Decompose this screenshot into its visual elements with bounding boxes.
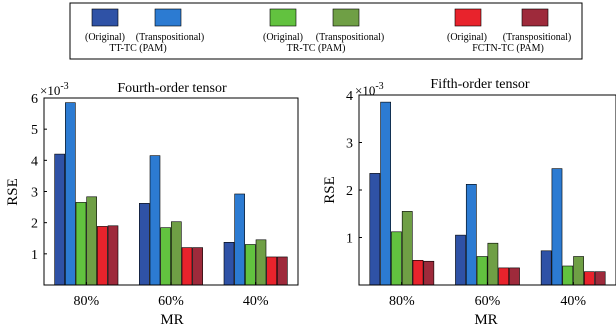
x-tick-label: 80%	[389, 294, 415, 309]
y-multiplier-exponent: -3	[60, 81, 68, 92]
legend-label-tt-tc-transpositional: (Transpositional)	[136, 32, 205, 43]
legend-group-tr-tc: (Original) (Transpositional) TR-TC (PAM)	[263, 8, 385, 54]
bar-60pct-series-3	[487, 242, 499, 286]
x-axis-label: MR	[474, 312, 497, 328]
legend-label-fctn-tc-transpositional: (Transpositional)	[503, 32, 572, 43]
bar-40pct-series-2	[562, 265, 574, 286]
bar-60pct-series-4	[181, 247, 193, 286]
bar-60pct-series-5	[192, 247, 203, 286]
y-tick-label: 3	[346, 137, 353, 152]
chart-fifth-order: Fifth-order tensor ×10-3 RSE MR 80% 60% 40…	[322, 77, 616, 328]
legend-label-fctn-tc-original: (Original)	[447, 32, 487, 43]
bars	[54, 102, 288, 286]
bar-80pct-series-2	[391, 231, 402, 286]
y-multiplier-base: ×10	[355, 83, 375, 98]
x-tick-label: 40%	[243, 294, 269, 309]
legend-group-label-tr-tc: TR-TC (PAM)	[287, 43, 346, 54]
legend-swatch-tr-tc-transpositional	[332, 8, 360, 27]
y-multiplier-base: ×10	[40, 83, 60, 98]
y-tick-label: 3	[31, 186, 38, 201]
bar-80pct-series-1	[380, 101, 391, 286]
chart-fourth-order: Fourth-order tensor ×10-3 RSE MR 80% 60% 4…	[5, 81, 299, 328]
legend-label-tr-tc-transpositional: (Transpositional)	[316, 32, 385, 43]
bars	[369, 101, 606, 286]
bar-40pct-series-2	[245, 244, 256, 286]
bar-60pct-series-3	[171, 221, 182, 286]
bar-40pct-series-1	[551, 168, 563, 286]
y-axis-label: RSE	[5, 178, 21, 206]
y-tick-label: 1	[346, 232, 353, 247]
y-axis-label: RSE	[322, 176, 338, 204]
chart-title: Fourth-order tensor	[117, 81, 227, 96]
legend-group-fctn-tc: (Original) (Transpositional) FCTN-TC (PA…	[447, 8, 572, 54]
bar-40pct-series-0	[223, 242, 235, 286]
bar-60pct-series-0	[139, 203, 150, 286]
bar-80pct-series-5	[107, 225, 119, 286]
legend-group-label-tt-tc: TT-TC (PAM)	[109, 43, 166, 54]
legend-swatch-fctn-tc-transpositional	[521, 8, 549, 27]
bar-80pct-series-1	[65, 102, 76, 286]
bar-60pct-series-5	[509, 267, 520, 286]
x-tick-label: 80%	[73, 294, 99, 309]
x-tick-label: 60%	[475, 294, 501, 309]
bar-40pct-series-5	[594, 271, 606, 286]
bar-80pct-series-3	[86, 196, 97, 286]
y-tick-label: 2	[31, 217, 38, 232]
y-tick-label: 5	[31, 123, 38, 138]
bar-60pct-series-4	[498, 267, 510, 286]
x-tick-label: 60%	[158, 294, 184, 309]
bar-80pct-series-2	[75, 202, 87, 286]
legend: (Original) (Transpositional) TT-TC (PAM)…	[69, 2, 583, 60]
x-axis-label: MR	[160, 312, 183, 328]
legend-swatch-tt-tc-transpositional	[154, 8, 182, 27]
legend-swatch-tt-tc-original	[91, 8, 119, 27]
legend-swatch-fctn-tc-original	[454, 8, 482, 27]
bar-80pct-series-0	[54, 153, 65, 286]
legend-label-tr-tc-original: (Original)	[263, 32, 303, 43]
bar-80pct-series-3	[401, 211, 413, 286]
bar-80pct-series-5	[423, 260, 435, 286]
legend-group-label-fctn-tc: FCTN-TC (PAM)	[472, 43, 544, 54]
plot-frame	[43, 97, 299, 286]
legend-label-tt-tc-original: (Original)	[85, 32, 125, 43]
y-multiplier-exponent: -3	[375, 81, 383, 92]
bar-40pct-series-4	[583, 271, 595, 286]
plot-frame	[358, 94, 616, 286]
bar-60pct-series-2	[160, 227, 171, 286]
bar-60pct-series-0	[455, 234, 466, 286]
y-multiplier: ×10-3	[40, 81, 69, 98]
bar-40pct-series-5	[277, 256, 288, 286]
bar-60pct-series-1	[465, 184, 477, 286]
ticks: 80% 60% 40% 1 2 3 4	[346, 89, 586, 309]
y-tick-label: 6	[31, 92, 38, 107]
legend-group-tt-tc: (Original) (Transpositional) TT-TC (PAM)	[85, 8, 205, 54]
bar-40pct-series-3	[573, 256, 584, 286]
y-tick-label: 2	[346, 184, 353, 199]
bar-60pct-series-1	[149, 155, 161, 286]
chart-title: Fifth-order tensor	[430, 77, 529, 92]
legend-swatch-tr-tc-original	[269, 8, 297, 27]
ticks: 80% 60% 40% 1 2 3 4 5 6	[31, 92, 269, 309]
x-tick-label: 40%	[560, 294, 586, 309]
y-multiplier: ×10-3	[355, 81, 384, 98]
y-tick-label: 4	[31, 154, 38, 169]
bar-40pct-series-0	[540, 250, 552, 286]
bar-60pct-series-2	[476, 256, 488, 286]
bar-80pct-series-4	[97, 226, 108, 286]
bar-80pct-series-0	[369, 173, 381, 286]
y-tick-label: 4	[346, 89, 353, 104]
bar-40pct-series-4	[266, 256, 277, 286]
bar-40pct-series-3	[255, 239, 267, 286]
bar-40pct-series-1	[234, 193, 245, 286]
y-tick-label: 1	[31, 248, 38, 263]
bar-80pct-series-4	[412, 259, 424, 286]
